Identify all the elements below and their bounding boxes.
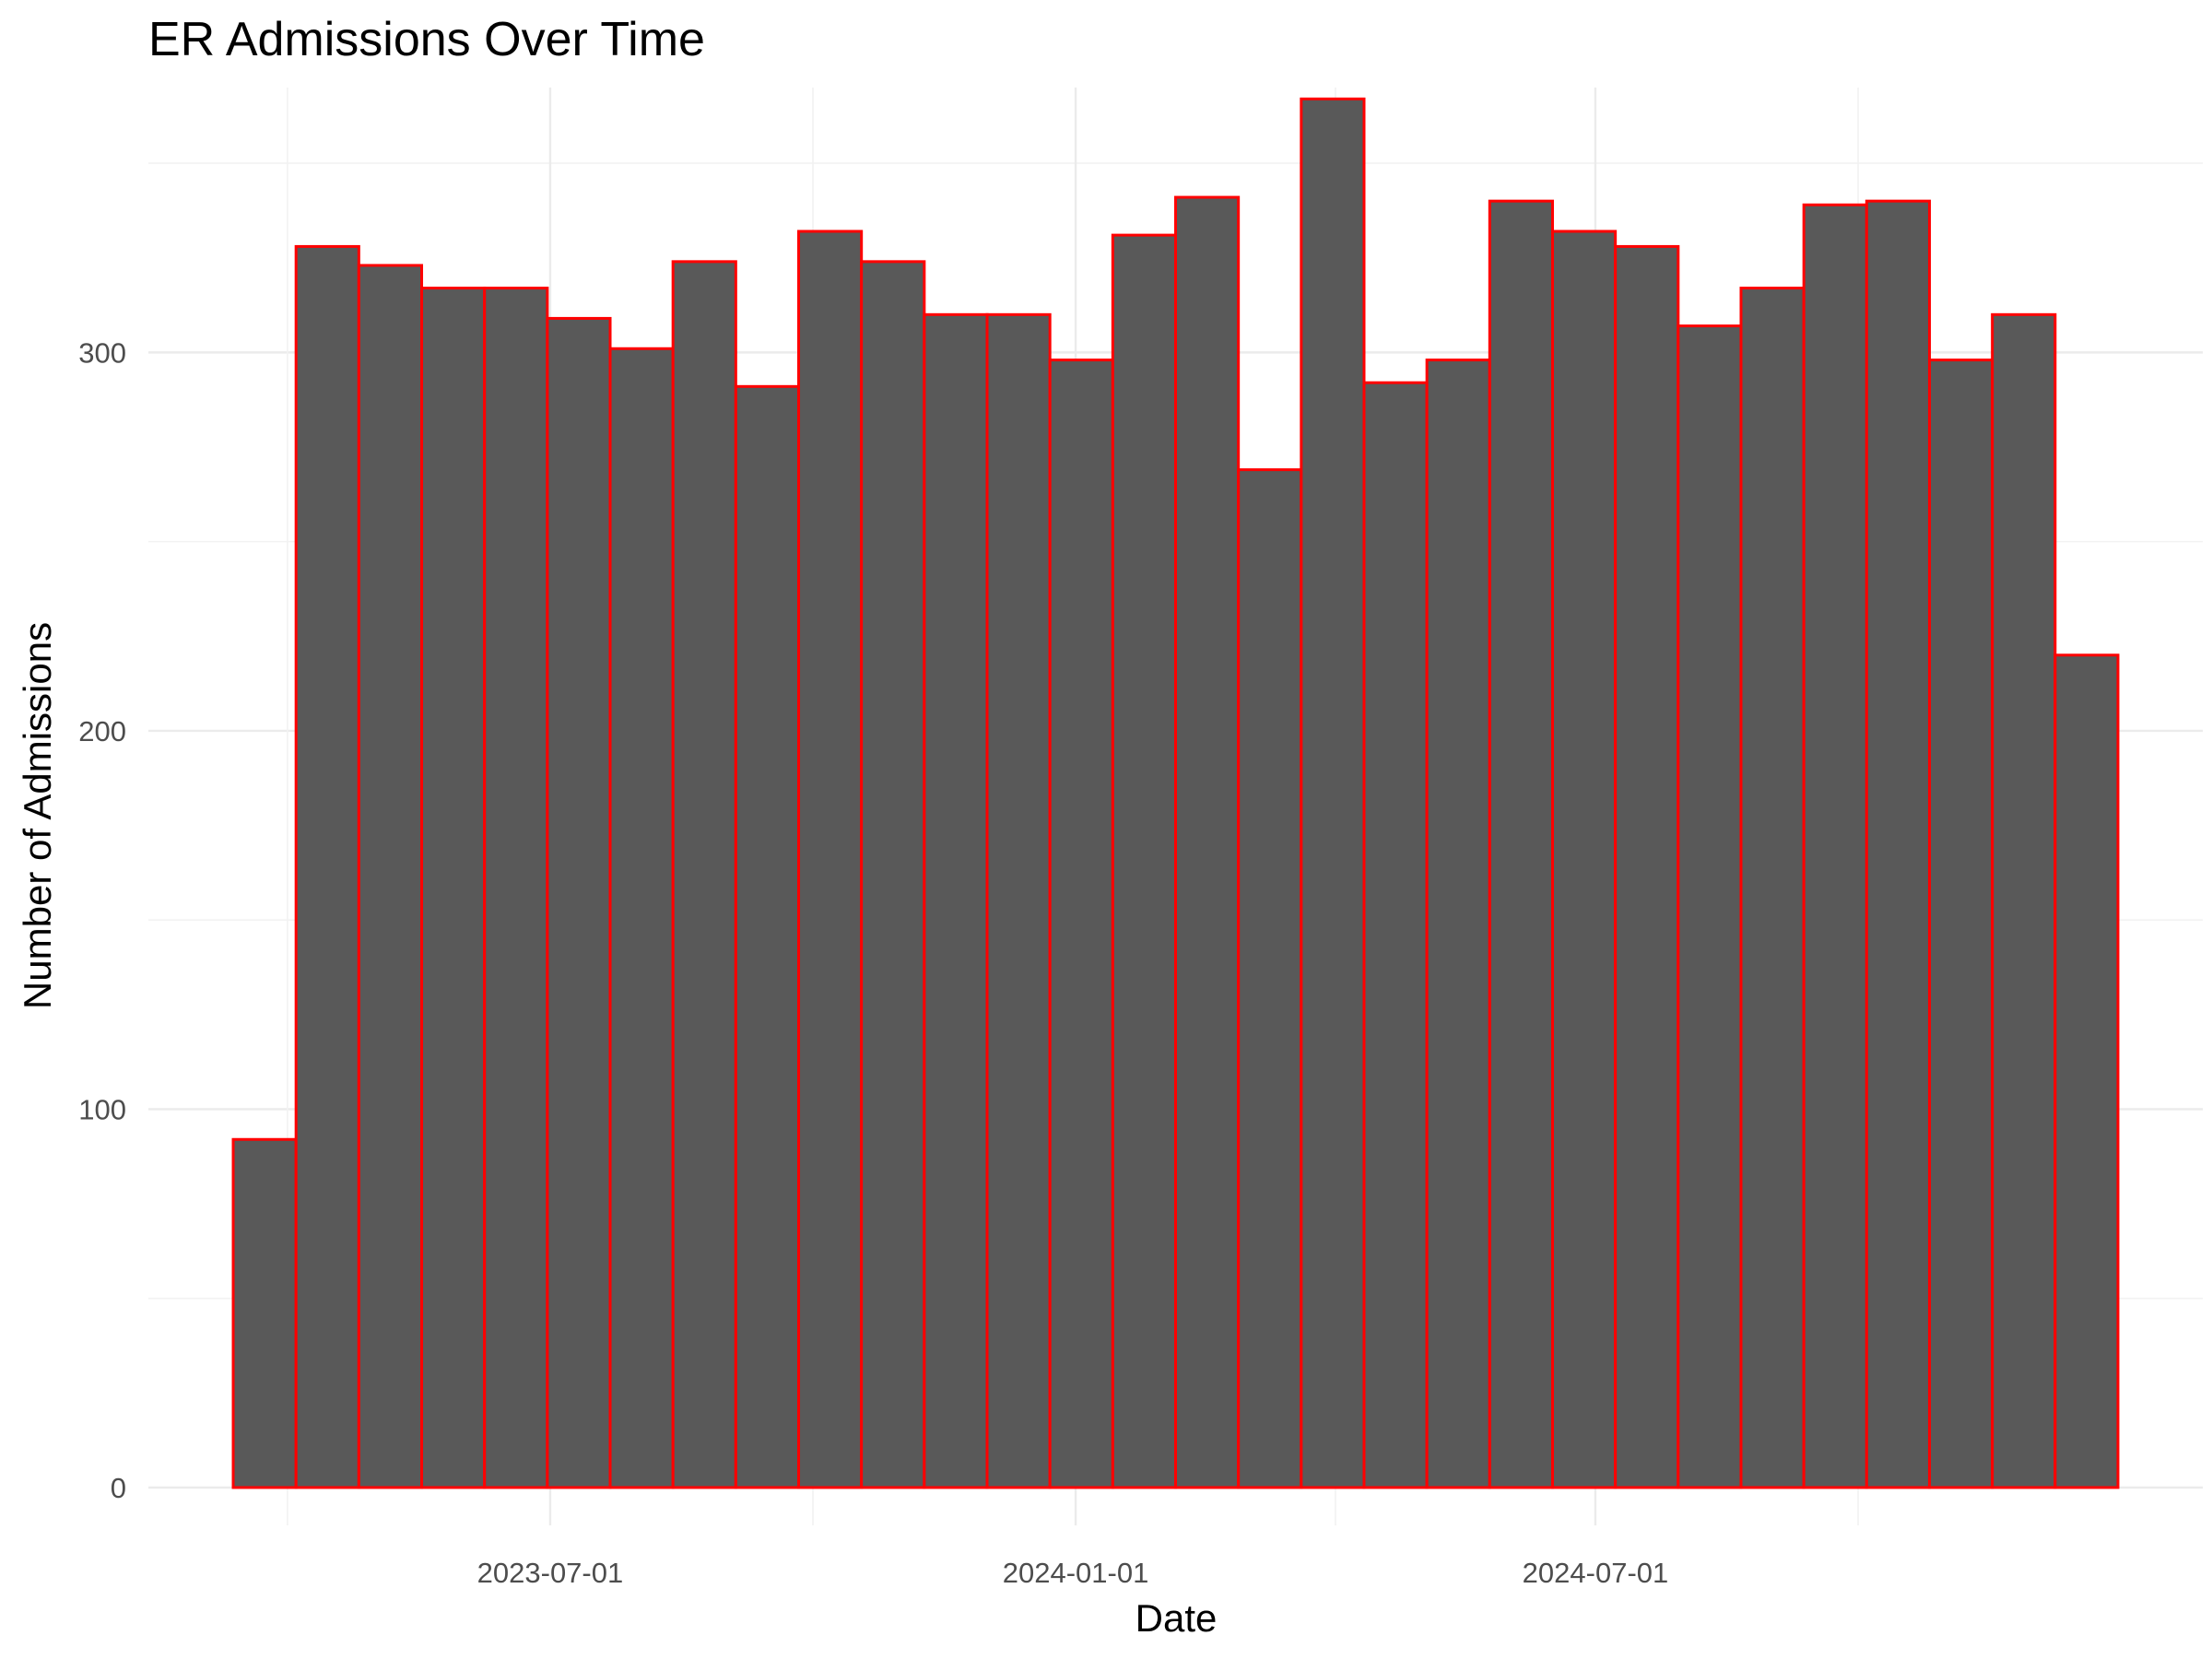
histogram-bar: [2053, 653, 2120, 1489]
x-tick-label: 2024-01-01: [1003, 1557, 1149, 1589]
histogram-bar: [671, 260, 737, 1489]
histogram-bar: [231, 1137, 298, 1489]
histogram-bar: [1739, 287, 1806, 1489]
histogram-bar: [1865, 199, 1931, 1489]
x-tick-label: 2024-07-01: [1523, 1557, 1669, 1589]
y-axis-title: Number of Admissions: [16, 622, 59, 1009]
histogram-bar: [1111, 233, 1177, 1489]
y-tick-labels: 0 100 200 300: [78, 336, 126, 1504]
histogram-bar: [483, 287, 549, 1489]
histogram-bar: [608, 347, 675, 1489]
histogram-bar: [797, 229, 864, 1489]
histogram-bar: [734, 384, 801, 1489]
x-tick-label: 2023-07-01: [477, 1557, 624, 1589]
y-tick-label: 100: [78, 1093, 126, 1125]
x-axis-title: Date: [1135, 1596, 1218, 1640]
histogram-bar: [1425, 359, 1491, 1489]
histogram-bar: [1362, 381, 1429, 1489]
histogram-bar: [1488, 199, 1554, 1489]
histogram-bar: [985, 312, 1052, 1489]
histogram-bar: [1174, 195, 1241, 1489]
histogram-bar: [1614, 244, 1680, 1489]
histogram-bar: [860, 260, 926, 1489]
histogram-bar: [420, 287, 487, 1489]
histogram-bar: [1048, 359, 1114, 1489]
histogram-bar: [546, 316, 612, 1489]
histogram-bar: [357, 264, 424, 1489]
histogram-bar: [1927, 359, 1994, 1489]
chart-title: ER Admissions Over Time: [148, 13, 705, 66]
y-tick-label: 0: [111, 1472, 126, 1504]
histogram-bar: [294, 244, 360, 1489]
histogram-bar: [1550, 229, 1618, 1489]
histogram-bar: [1300, 97, 1366, 1489]
x-tick-labels: 2023-07-01 2024-01-01 2024-07-01: [477, 1557, 1669, 1589]
histogram-bar: [1677, 324, 1743, 1489]
y-tick-label: 300: [78, 336, 126, 369]
histogram-bar: [1991, 312, 2057, 1489]
histogram-bar: [1802, 203, 1868, 1489]
y-tick-label: 200: [78, 715, 126, 747]
bars: [231, 97, 2120, 1489]
histogram-bar: [923, 312, 989, 1489]
histogram-bar: [1237, 468, 1303, 1489]
